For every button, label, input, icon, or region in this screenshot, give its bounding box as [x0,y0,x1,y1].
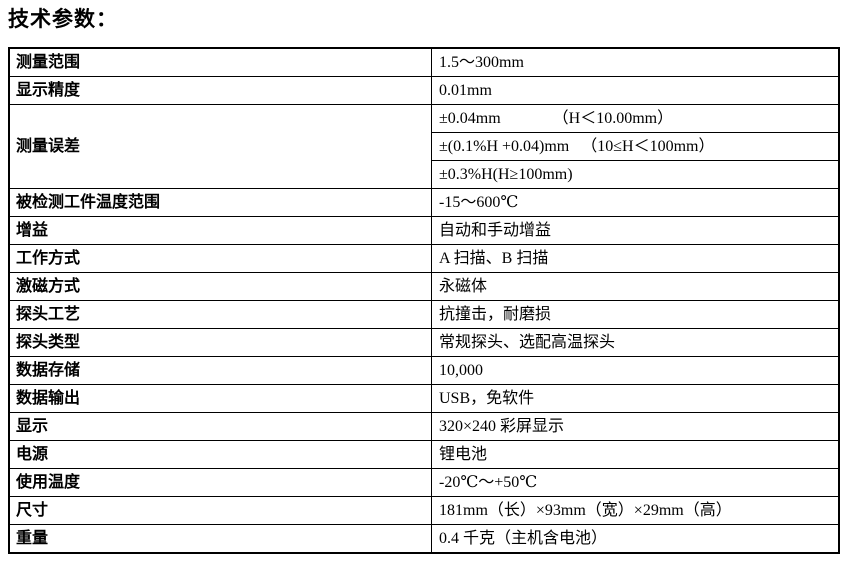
table-row: 电源 锂电池 [8,440,840,469]
param-label-cell: 激磁方式 [8,272,432,301]
table-row: 尺寸 181mm（长）×93mm（宽）×29mm（高） [8,496,840,525]
param-value-cell: 永磁体 [431,272,840,301]
param-value-cell: 自动和手动增益 [431,216,840,245]
spec-table-body: 测量范围 1.5～300mm 显示精度 0.01mm 测量误差 ±0.04mm （H＜10… [8,47,840,554]
table-row: 工作方式 A 扫描、B 扫描 [8,244,840,273]
param-label-cell: 测量误差 [8,104,432,189]
param-value-cell: A 扫描、B 扫描 [431,244,840,273]
page-title: 技术参数： [8,7,118,31]
table-row: 激磁方式 永磁体 [8,272,840,301]
param-value-cell: -15～600℃ [431,188,840,217]
table-row: ±(0.1%H +0.04)mm （10≤H＜100mm） [9,132,840,161]
param-value-cell: 常规探头、选配高温探头 [431,328,840,357]
table-row: 探头工艺 抗撞击，耐磨损 [8,300,840,329]
param-label-cell: 使用温度 [8,468,432,497]
table-row: 被检测工件温度范围 -15～600℃ [8,188,840,217]
table-row: 数据存储 10,000 [8,356,840,385]
param-value-cell: 0.01mm [431,76,840,105]
table-row: 显示精度 0.01mm [8,76,840,105]
param-label-cell: 显示 [8,412,432,441]
table-row: 增益 自动和手动增益 [8,216,840,245]
param-label-cell: 工作方式 [8,244,432,273]
param-label-cell: 数据输出 [8,384,432,413]
table-row: 测量范围 1.5～300mm [8,47,840,77]
param-value-cell: 320×240 彩屏显示 [431,412,840,441]
spec-table: 测量范围 1.5～300mm 显示精度 0.01mm 测量误差 ±0.04mm （H＜10… [8,47,840,554]
param-value-cell: 181mm（长）×93mm（宽）×29mm（高） [431,496,840,525]
table-row: 数据输出 USB，免软件 [8,384,840,413]
table-row: 使用温度 -20℃～+50℃ [8,468,840,497]
param-label-cell: 数据存储 [8,356,432,385]
param-value-cell: -20℃～+50℃ [431,468,840,497]
param-label-cell: 测量范围 [8,47,432,77]
param-value-cell: ±0.04mm （H＜10.00mm） [431,104,840,133]
param-label-cell: 重量 [8,524,432,554]
param-label-cell: 显示精度 [8,76,432,105]
param-value-cell: 抗撞击，耐磨损 [431,300,840,329]
table-row: 探头类型 常规探头、选配高温探头 [8,328,840,357]
param-label-cell: 被检测工件温度范围 [8,188,432,217]
param-label-cell: 电源 [8,440,432,469]
param-value-cell: 0.4 千克（主机含电池） [431,524,840,554]
param-value-cell: ±0.3%H(H≥100mm) [431,160,840,189]
param-value-cell: 10,000 [431,356,840,385]
param-value-cell: 锂电池 [431,440,840,469]
param-label-cell: 尺寸 [8,496,432,525]
param-label-cell: 探头工艺 [8,300,432,329]
table-row: 显示 320×240 彩屏显示 [8,412,840,441]
table-row: 重量 0.4 千克（主机含电池） [8,524,840,554]
param-value-cell: ±(0.1%H +0.04)mm （10≤H＜100mm） [431,132,840,161]
table-row: 测量误差 ±0.04mm （H＜10.00mm） [8,104,840,189]
param-value-cell: USB，免软件 [431,384,840,413]
param-value-cell: 1.5～300mm [431,47,840,77]
param-label-cell: 探头类型 [8,328,432,357]
param-label-cell: 增益 [8,216,432,245]
